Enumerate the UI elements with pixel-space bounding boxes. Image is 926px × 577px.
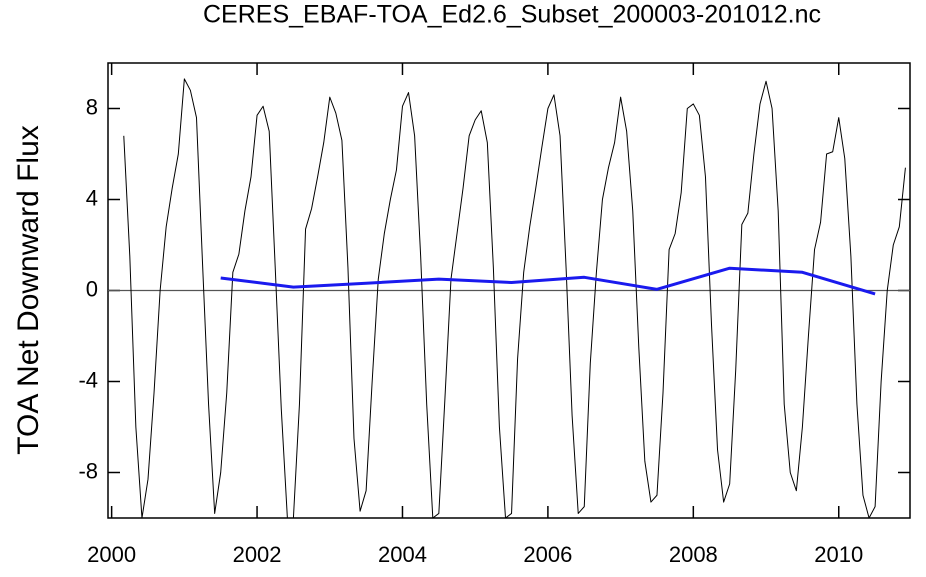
x-tick-label: 2006	[523, 542, 572, 567]
y-tick-label: 8	[86, 94, 98, 119]
y-axis-label: TOA Net Downward Flux	[12, 125, 45, 455]
chart-title: CERES_EBAF-TOA_Ed2.6_Subset_200003-20101…	[203, 1, 821, 29]
y-tick-label: 4	[86, 185, 98, 210]
x-tick-label: 2010	[814, 542, 863, 567]
y-tick-label: -8	[78, 458, 98, 483]
x-tick-label: 2008	[669, 542, 718, 567]
y-tick-label: -4	[78, 367, 98, 392]
x-tick-label: 2000	[87, 542, 136, 567]
y-tick-label: 0	[86, 276, 98, 301]
x-tick-label: 2002	[233, 542, 282, 567]
series-line	[123, 78, 906, 518]
series-line	[220, 266, 876, 296]
x-tick-label: 2004	[378, 542, 427, 567]
